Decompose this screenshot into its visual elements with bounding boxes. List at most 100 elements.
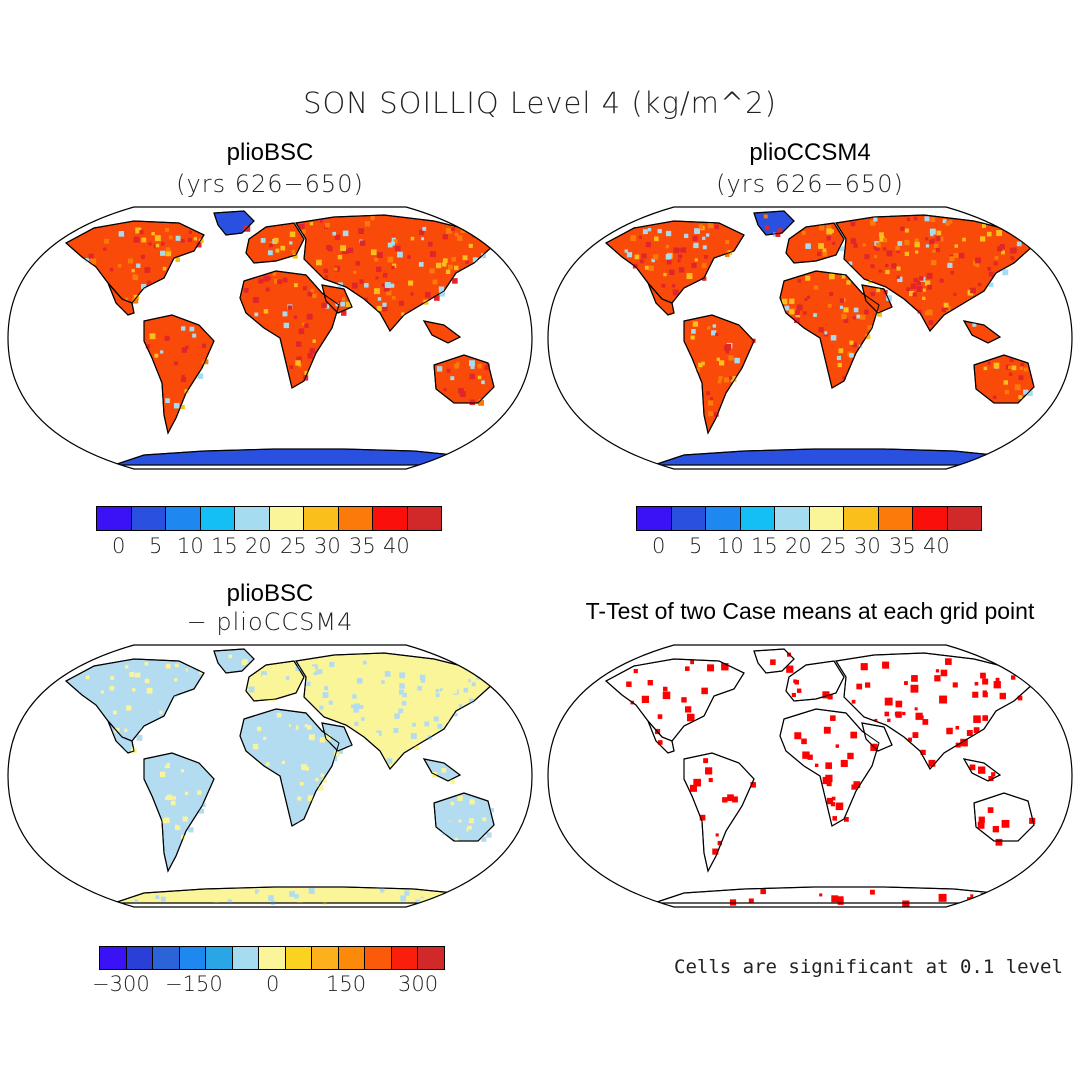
colorbar-swatch <box>338 947 366 969</box>
grid-cell <box>358 228 365 234</box>
grid-cell <box>410 733 417 739</box>
grid-cell <box>977 282 982 287</box>
grid-cell <box>154 695 159 700</box>
grid-cell <box>712 324 717 328</box>
grid-cell <box>482 817 487 822</box>
grid-cell <box>310 288 315 293</box>
significant-cell <box>995 838 1003 846</box>
grid-cell <box>904 228 909 233</box>
coastline-asia <box>835 652 1035 770</box>
grid-cell <box>1009 247 1016 254</box>
grid-cell <box>916 281 922 286</box>
grid-cell <box>140 283 147 290</box>
grid-cell <box>931 259 937 266</box>
grid-cell <box>293 283 298 288</box>
significant-cell <box>705 767 713 775</box>
landmass-europe <box>785 222 845 264</box>
grid-cell <box>306 313 313 320</box>
significant-cell <box>814 763 819 768</box>
grid-cell <box>763 214 768 219</box>
grid-cell <box>395 660 400 665</box>
significant-cell <box>915 712 923 720</box>
significant-cell <box>729 899 737 906</box>
coastline-south-america <box>143 752 215 873</box>
grid-cell <box>1002 269 1009 276</box>
cbar-tick: 300 <box>398 972 439 996</box>
grid-cell <box>707 326 711 330</box>
grid-cell <box>442 262 447 267</box>
coastline-north-america <box>605 220 745 304</box>
grid-cell <box>469 818 474 824</box>
grid-cell <box>292 253 298 259</box>
grid-cell <box>481 380 485 385</box>
grid-cell <box>289 365 294 369</box>
grid-cell <box>154 235 161 242</box>
grid-cell <box>370 733 374 737</box>
grid-cell <box>267 250 273 256</box>
grid-cell <box>289 231 296 238</box>
significant-cell <box>832 816 837 821</box>
grid-cell <box>878 269 882 273</box>
significant-cell <box>657 714 663 719</box>
grid-cell <box>465 260 469 265</box>
grid-cell <box>309 348 316 354</box>
grid-cell <box>364 283 369 288</box>
grid-cell <box>896 266 901 271</box>
grid-cell <box>316 758 322 764</box>
colorbar-swatch <box>259 947 286 969</box>
significant-cell <box>831 895 839 903</box>
grid-cell <box>174 678 178 682</box>
grid-cell <box>1008 372 1013 377</box>
grid-cell <box>665 244 670 249</box>
grid-cell <box>199 808 204 814</box>
grid-cell <box>289 891 295 897</box>
grid-cell <box>307 291 313 297</box>
grid-cell <box>639 259 644 264</box>
grid-cell <box>324 741 330 747</box>
grid-cell <box>645 242 651 248</box>
significant-cell <box>750 782 756 788</box>
grid-cell <box>109 267 114 272</box>
grid-cell <box>874 255 878 259</box>
grid-cell <box>458 819 462 823</box>
grid-cell <box>198 670 203 675</box>
grid-cell <box>344 249 349 255</box>
grid-cell <box>816 251 822 257</box>
grid-cell <box>634 254 640 260</box>
grid-cell <box>127 258 134 264</box>
coastline-arabia <box>321 722 353 752</box>
grid-cell <box>436 366 443 372</box>
colorbar-swatch <box>947 507 981 530</box>
significant-cell <box>982 678 989 685</box>
colorbar-swatch <box>97 507 132 530</box>
grid-cell <box>924 280 931 286</box>
grid-cell <box>775 232 781 237</box>
grid-cell <box>883 247 887 251</box>
significant-cell <box>973 727 980 734</box>
grid-cell <box>287 305 293 310</box>
significant-cell <box>992 826 1000 833</box>
grid-cell <box>657 228 662 234</box>
cbar-tick: 35 <box>349 534 376 558</box>
grid-cell <box>704 254 708 259</box>
grid-cell <box>172 796 176 800</box>
grid-cell <box>361 717 365 721</box>
significant-cell <box>972 691 979 698</box>
grid-cell <box>442 234 448 240</box>
grid-cell <box>213 897 220 903</box>
grid-cell <box>144 267 151 274</box>
landmass-antarctica <box>113 448 457 466</box>
grid-cell <box>376 266 382 273</box>
grid-cell <box>691 329 696 334</box>
grid-cell <box>468 243 473 248</box>
grid-cell <box>924 216 930 222</box>
colorbar-swatch <box>166 507 201 530</box>
cbar-tick: 0 <box>266 972 280 996</box>
grid-cell <box>171 845 177 851</box>
grid-cell <box>404 890 410 896</box>
cbar-tick: 0 <box>112 534 126 558</box>
grid-cell <box>340 301 346 307</box>
grid-cell <box>171 765 176 769</box>
grid-cell <box>324 304 330 309</box>
grid-cell <box>301 229 306 234</box>
